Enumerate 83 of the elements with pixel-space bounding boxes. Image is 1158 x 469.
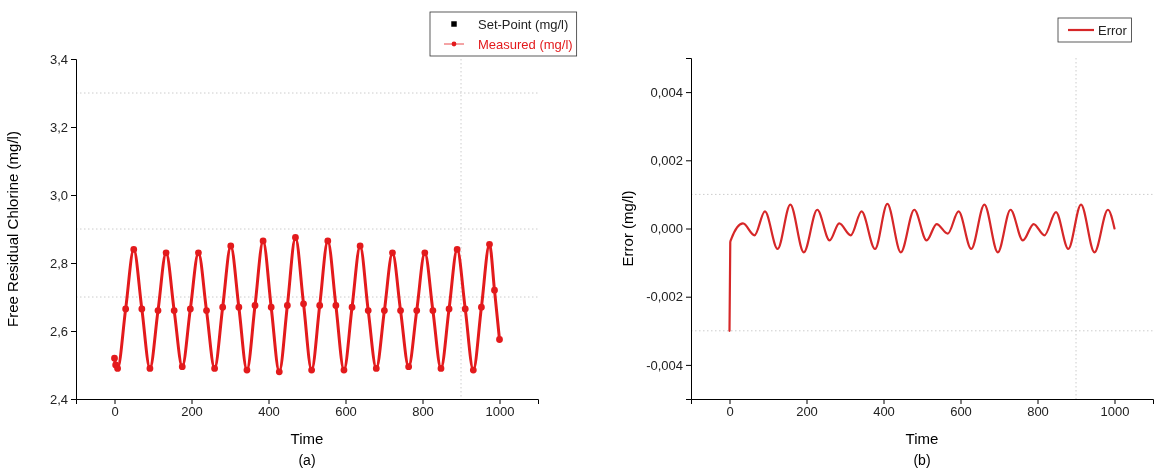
point: [275, 368, 283, 376]
point: [259, 237, 267, 245]
point: [453, 246, 461, 253]
x-axis-title: Time: [905, 430, 939, 447]
point: [478, 303, 485, 311]
x-tick-label: 400: [873, 404, 895, 420]
point: [235, 303, 243, 311]
y-tick-label: -0,004: [646, 357, 683, 373]
point: [486, 240, 493, 248]
y-tick-label: 2,4: [49, 391, 68, 407]
x-tick-label: 200: [181, 404, 203, 420]
point: [421, 249, 429, 257]
point: [162, 249, 170, 257]
point: [195, 249, 202, 257]
y-tick-label: 2,8: [49, 255, 68, 271]
point: [469, 366, 477, 374]
point: [146, 365, 154, 372]
point: [219, 303, 227, 311]
point: [251, 302, 259, 309]
point: [461, 305, 469, 313]
legend-label: Set-Point (mg/l): [478, 17, 569, 32]
point: [397, 307, 404, 314]
x-tick-label: 1000: [1100, 404, 1130, 420]
point: [496, 336, 503, 343]
x-tick-label: 1000: [485, 404, 515, 420]
y-axis-title: Free Residual Chlorine (mg/l): [4, 131, 21, 327]
point: [372, 365, 380, 372]
point: [324, 237, 332, 245]
point: [283, 302, 291, 309]
point: [340, 366, 348, 374]
point: [389, 249, 396, 257]
point: [300, 300, 307, 308]
point: [413, 307, 421, 314]
x-tick-label: 0: [726, 404, 734, 420]
x-tick-label: 600: [335, 404, 357, 420]
x-tick-label: 400: [258, 404, 280, 420]
x-tick-label: 800: [412, 404, 434, 420]
point: [267, 303, 275, 311]
point: [332, 302, 340, 309]
point: [405, 363, 413, 371]
point: [170, 307, 178, 314]
text: (b): [913, 452, 931, 468]
line-series: [728, 202, 1116, 332]
point: [114, 365, 121, 372]
point: [186, 305, 194, 313]
y-tick-label: -0,002: [646, 289, 683, 305]
x-axis-title: Time: [290, 430, 324, 447]
point: [292, 234, 299, 241]
y-axis-title: Error (mg/l): [619, 190, 636, 267]
point: [491, 286, 498, 294]
point: [211, 365, 218, 372]
y-tick-label: 3,2: [49, 119, 68, 135]
point: [437, 365, 445, 372]
point: [429, 307, 437, 314]
x-tick-label: 200: [796, 404, 818, 420]
x-tick-label: 600: [950, 404, 972, 420]
point: [138, 305, 146, 313]
y-tick-label: 0,002: [650, 152, 683, 168]
y-tick-label: 0,004: [650, 84, 683, 100]
point: [364, 307, 372, 314]
text: (a): [298, 452, 316, 468]
point: [445, 305, 453, 313]
y-tick-label: 3,0: [49, 187, 68, 203]
point: [154, 307, 162, 314]
point: [316, 302, 324, 309]
point: [348, 303, 356, 311]
point: [227, 242, 235, 250]
point: [122, 305, 130, 313]
point: [178, 363, 186, 371]
point: [356, 242, 364, 250]
point: [380, 307, 388, 314]
point: [111, 354, 118, 362]
point: [308, 366, 316, 374]
y-tick-label: 3,4: [49, 51, 68, 67]
x-tick-label: 0: [111, 404, 119, 420]
point: [130, 246, 138, 253]
legend-label: Error: [1098, 23, 1128, 38]
point: [243, 366, 251, 374]
legend-label: Measured (mg/l): [478, 37, 573, 52]
y-tick-label: 0,000: [650, 221, 683, 237]
y-tick-label: 2,6: [49, 323, 68, 339]
point: [203, 307, 210, 314]
x-tick-label: 800: [1027, 404, 1049, 420]
